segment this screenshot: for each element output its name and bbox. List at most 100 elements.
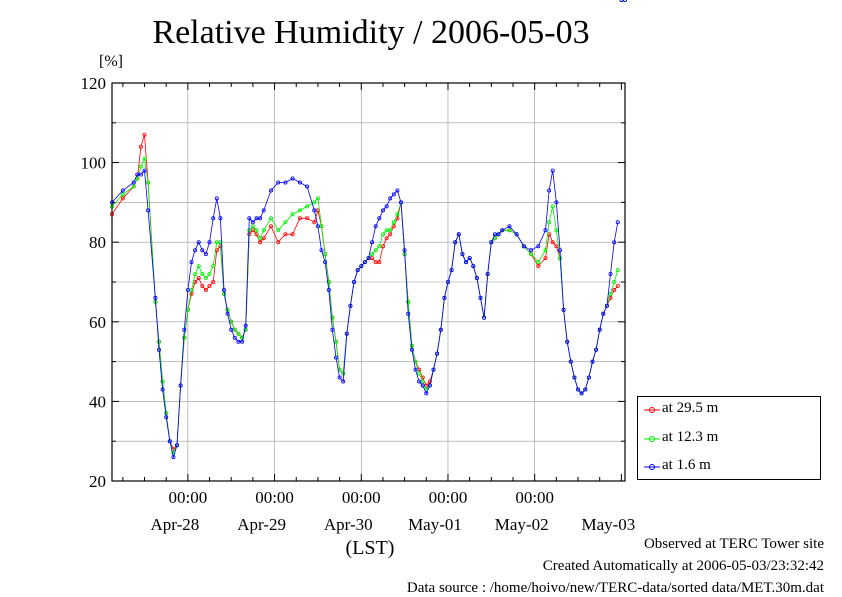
data-point — [131, 184, 136, 189]
data-point — [297, 180, 302, 185]
x-date-label: May-03 — [581, 515, 635, 534]
data-point — [146, 208, 151, 213]
data-point — [178, 383, 183, 388]
legend-entry-29-5m: at 29.5 m — [638, 400, 822, 420]
x-date-label: Apr-29 — [237, 515, 286, 534]
data-point — [456, 232, 461, 237]
data-point — [207, 271, 212, 276]
data-point — [496, 232, 501, 237]
y-tick-label: 100 — [81, 154, 107, 173]
data-point — [323, 252, 328, 257]
data-point — [554, 200, 559, 205]
data-point — [142, 132, 147, 137]
data-point — [247, 216, 252, 221]
data-point — [377, 216, 382, 221]
data-point — [196, 264, 201, 269]
legend-marker-29-5m — [644, 407, 660, 413]
data-point — [507, 228, 512, 233]
y-axis-unit: [%] — [99, 53, 123, 70]
chart-title: Relative Humidity / 2006-05-03 — [152, 14, 590, 51]
data-point — [521, 244, 526, 249]
data-point — [547, 188, 552, 193]
data-point — [341, 379, 346, 384]
data-point — [474, 275, 479, 280]
data-point — [586, 375, 591, 380]
data-point — [236, 331, 241, 336]
data-point — [174, 443, 179, 448]
data-point — [189, 291, 194, 296]
data-point — [305, 216, 310, 221]
data-point — [120, 192, 125, 197]
data-point — [435, 351, 440, 356]
data-point — [373, 248, 378, 253]
data-point — [207, 283, 212, 288]
data-point — [391, 220, 396, 225]
footer-source: Data source : /home/hoivo/new/TERC-data/… — [406, 580, 824, 596]
data-point — [236, 339, 241, 344]
data-point — [395, 188, 400, 193]
data-point — [597, 327, 602, 332]
y-tick-label: 60 — [89, 313, 106, 332]
data-point — [417, 371, 422, 376]
legend-marker-1-6m — [644, 464, 660, 470]
legend-label: at 1.6 m — [662, 457, 711, 473]
data-point — [391, 192, 396, 197]
data-point — [315, 224, 320, 229]
data-point — [211, 279, 216, 284]
data-point — [413, 367, 418, 372]
data-point — [409, 347, 414, 352]
data-point — [388, 196, 393, 201]
data-point — [579, 391, 584, 396]
data-point — [615, 283, 620, 288]
data-point — [482, 315, 487, 320]
data-point — [431, 367, 436, 372]
data-point — [543, 228, 548, 233]
data-point — [185, 287, 190, 292]
data-point — [359, 264, 364, 269]
data-point — [619, 0, 624, 2]
data-point — [608, 271, 613, 276]
data-point — [623, 0, 627, 2]
x-date-label: Apr-30 — [324, 515, 373, 534]
data-point — [333, 339, 338, 344]
x-time-label: 00:00 — [168, 488, 207, 507]
data-point — [427, 383, 432, 388]
data-point — [467, 256, 472, 261]
data-point — [337, 375, 342, 380]
data-point — [489, 240, 494, 245]
data-point — [576, 387, 581, 392]
data-point — [478, 295, 483, 300]
data-point — [427, 379, 432, 384]
data-point — [229, 327, 234, 332]
data-point — [156, 347, 161, 352]
data-point — [384, 236, 389, 241]
data-point — [153, 295, 158, 300]
data-point — [561, 307, 566, 312]
data-point — [268, 188, 273, 193]
data-point — [326, 287, 331, 292]
data-point — [193, 248, 198, 253]
data-point — [370, 240, 375, 245]
data-point — [583, 387, 588, 392]
data-point — [323, 260, 328, 265]
data-point — [254, 228, 259, 233]
data-point — [568, 359, 573, 364]
x-date-label: May-01 — [408, 515, 462, 534]
data-point — [203, 252, 208, 257]
data-point — [384, 204, 389, 209]
footer-created: Created Automatically at 2006-05-03/23:3… — [542, 558, 824, 574]
data-point — [243, 323, 248, 328]
data-point — [240, 335, 245, 340]
data-point — [290, 232, 295, 237]
data-point — [351, 279, 356, 284]
data-point — [330, 315, 335, 320]
x-time-label: 00:00 — [429, 488, 468, 507]
data-point — [142, 156, 147, 161]
data-point — [211, 264, 216, 269]
data-point — [189, 260, 194, 265]
data-point — [312, 208, 317, 213]
data-point — [529, 252, 534, 257]
data-point — [221, 287, 226, 292]
data-point — [380, 244, 385, 249]
data-point — [395, 212, 400, 217]
